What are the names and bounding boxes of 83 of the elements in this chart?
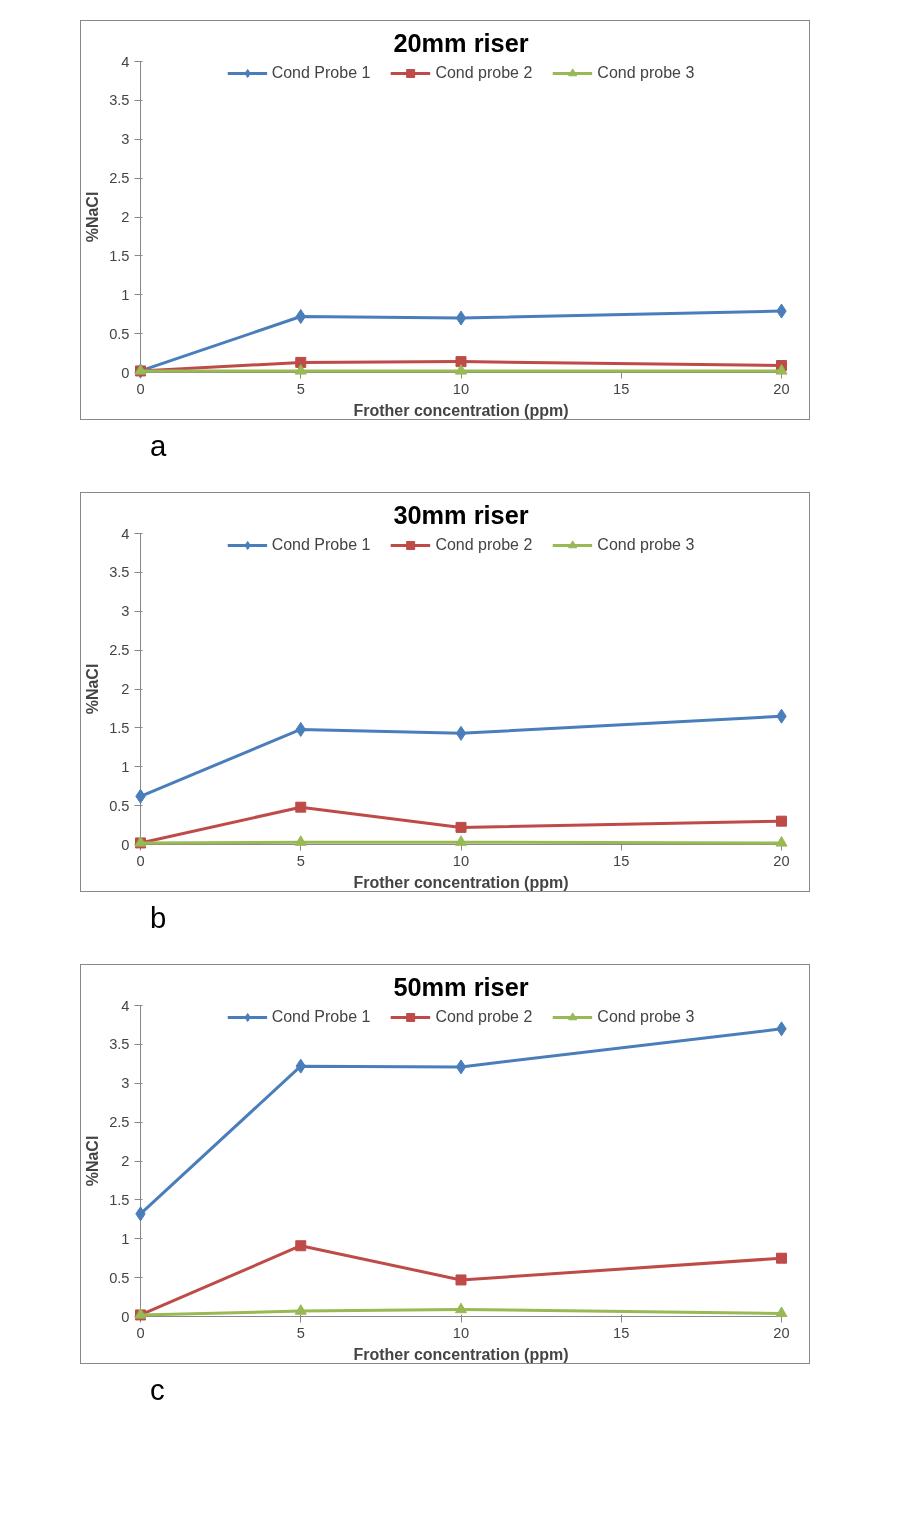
chart-title: 30mm riser bbox=[393, 500, 529, 529]
x-tick-label: 0 bbox=[136, 852, 145, 869]
y-axis-title: %NaCl bbox=[84, 191, 102, 243]
y-tick-label: 0 bbox=[121, 364, 130, 381]
x-tick-label: 10 bbox=[452, 852, 470, 869]
y-tick-label: 0 bbox=[121, 1308, 130, 1325]
y-tick-label: 4 bbox=[121, 997, 130, 1014]
point bbox=[775, 364, 788, 375]
chart-title: 50mm riser bbox=[393, 972, 529, 1001]
y-tick-label: 3.5 bbox=[109, 1036, 130, 1053]
text: b bbox=[150, 899, 167, 936]
point bbox=[455, 364, 467, 375]
point bbox=[455, 1274, 467, 1286]
y-tick-label: 3.5 bbox=[109, 92, 130, 109]
legend-label: Cond Probe 1 bbox=[271, 64, 371, 82]
x-tick-label: 5 bbox=[296, 1324, 305, 1341]
y-tick-label: 3 bbox=[121, 603, 130, 620]
legend-label: Cond Probe 1 bbox=[271, 1007, 371, 1026]
point bbox=[455, 835, 467, 846]
text: c bbox=[150, 1371, 165, 1408]
text: a bbox=[150, 428, 167, 464]
x-tick-label: 15 bbox=[613, 1324, 630, 1341]
point bbox=[455, 310, 467, 326]
x-tick-label: 0 bbox=[136, 1324, 145, 1341]
legend-label: Cond probe 3 bbox=[597, 1007, 695, 1026]
y-tick-label: 0.5 bbox=[109, 1269, 130, 1286]
x-axis-title: Frother concentration (ppm) bbox=[353, 873, 569, 891]
y-tick-label: 0.5 bbox=[109, 325, 130, 342]
x-tick-label: 0 bbox=[136, 380, 145, 397]
point bbox=[294, 1303, 307, 1315]
y-tick-label: 1.5 bbox=[109, 247, 130, 264]
x-tick-label: 15 bbox=[613, 380, 630, 397]
point bbox=[295, 356, 307, 368]
y-tick-label: 1 bbox=[121, 286, 130, 303]
legend-label: Cond probe 2 bbox=[435, 64, 533, 82]
y-tick-label: 0 bbox=[121, 836, 130, 853]
y-tick-label: 2.5 bbox=[109, 1113, 130, 1130]
point bbox=[775, 835, 788, 847]
x-tick-label: 20 bbox=[773, 380, 790, 397]
legend-label: Cond Probe 1 bbox=[271, 535, 371, 554]
point bbox=[455, 725, 467, 741]
y-tick-label: 1.5 bbox=[109, 719, 130, 736]
x-tick-label: 5 bbox=[296, 852, 305, 869]
point bbox=[455, 1302, 467, 1313]
chart-title: 20mm riser bbox=[393, 28, 529, 57]
y-tick-label: 1 bbox=[121, 1230, 130, 1247]
y-tick-label: 2 bbox=[121, 680, 130, 697]
point bbox=[294, 835, 307, 846]
point bbox=[455, 1059, 467, 1075]
x-axis-title: Frother concentration (ppm) bbox=[353, 401, 569, 419]
y-tick-label: 3 bbox=[121, 131, 130, 148]
x-tick-label: 10 bbox=[452, 1324, 470, 1341]
y-tick-label: 2 bbox=[121, 209, 130, 225]
point bbox=[455, 356, 467, 368]
point bbox=[776, 1252, 787, 1264]
point bbox=[455, 821, 467, 833]
point bbox=[776, 815, 787, 827]
x-tick-label: 20 bbox=[773, 1324, 790, 1341]
legend-label: Cond probe 2 bbox=[435, 535, 533, 554]
point bbox=[775, 1306, 788, 1317]
legend-label: Cond probe 2 bbox=[435, 1007, 533, 1026]
point bbox=[295, 1240, 307, 1252]
x-tick-label: 15 bbox=[613, 852, 630, 869]
x-tick-label: 5 bbox=[296, 380, 305, 397]
legend-label: Cond probe 3 bbox=[597, 64, 695, 82]
legend-label: Cond probe 3 bbox=[597, 535, 695, 554]
y-tick-label: 4 bbox=[121, 53, 130, 70]
x-tick-label: 20 bbox=[773, 852, 790, 869]
y-tick-label: 4 bbox=[121, 525, 130, 542]
y-tick-label: 3 bbox=[121, 1075, 130, 1092]
y-tick-label: 3.5 bbox=[109, 564, 130, 581]
y-tick-label: 1.5 bbox=[109, 1191, 130, 1208]
point bbox=[295, 801, 307, 813]
point bbox=[294, 364, 307, 375]
x-axis-title: Frother concentration (ppm) bbox=[353, 1345, 569, 1363]
x-tick-label: 10 bbox=[452, 380, 470, 397]
y-tick-label: 0.5 bbox=[109, 797, 130, 814]
y-axis-title: %NaCl bbox=[84, 1135, 102, 1187]
y-tick-label: 2 bbox=[121, 1152, 130, 1169]
y-axis-title: %NaCl bbox=[84, 663, 102, 715]
y-tick-label: 1 bbox=[121, 758, 130, 775]
y-tick-label: 2.5 bbox=[109, 170, 130, 187]
y-tick-label: 2.5 bbox=[109, 642, 130, 659]
